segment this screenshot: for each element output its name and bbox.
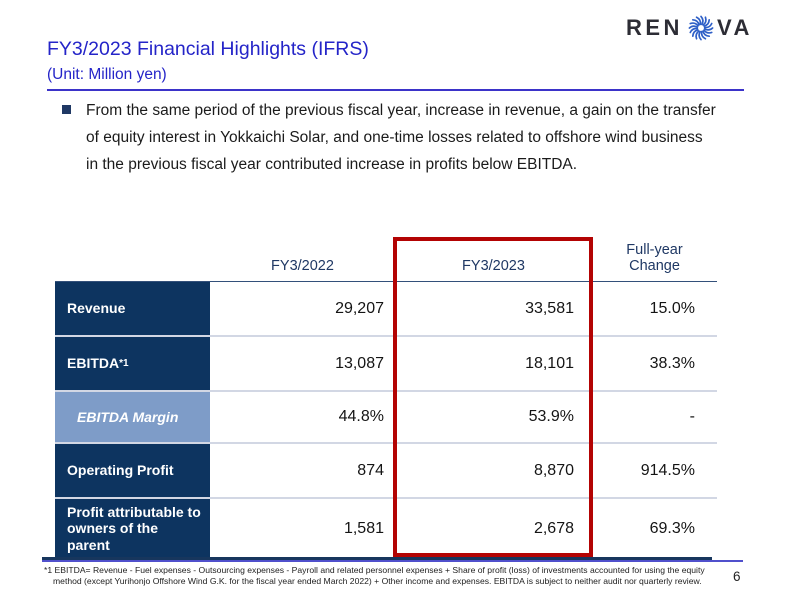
- row-label-text: EBITDA Margin: [77, 408, 179, 425]
- cell-change: -: [592, 392, 717, 442]
- table-row-ebitda: EBITDA *1 13,087 18,101 38.3%: [55, 335, 717, 390]
- cell-fy2022: 874: [210, 444, 395, 497]
- cell-fy2023: 33,581: [395, 282, 592, 335]
- row-label-text: Operating Profit: [67, 462, 174, 479]
- footer-rule-blue: [42, 560, 743, 562]
- renova-logo: REN VA: [626, 13, 753, 43]
- title-underline-rule: [47, 89, 744, 91]
- header-cell-fy2022: FY3/2022: [210, 238, 395, 282]
- cell-fy2022: 29,207: [210, 282, 395, 335]
- row-label: Revenue: [55, 282, 210, 335]
- footer-rule-navy: [42, 557, 712, 560]
- cell-fy2023: 18,101: [395, 337, 592, 390]
- summary-text: From the same period of the previous fis…: [86, 102, 716, 173]
- table-row-ebitda-margin: EBITDA Margin 44.8% 53.9% -: [55, 390, 717, 442]
- table-row-profit-attributable: Profit attributable to owners of the par…: [55, 497, 717, 558]
- summary-bullet-row: From the same period of the previous fis…: [62, 97, 718, 178]
- header-cell-fy2023: FY3/2023: [395, 238, 592, 282]
- row-label: Operating Profit: [55, 444, 210, 497]
- logo-text-right: VA: [716, 15, 753, 40]
- header-cell-change-label: Full-year Change: [626, 242, 683, 274]
- cell-fy2023: 53.9%: [395, 392, 592, 442]
- financial-table: FY3/2022 FY3/2023 Full-year Change Reven…: [55, 238, 717, 558]
- table-row-revenue: Revenue 29,207 33,581 15.0%: [55, 282, 717, 335]
- row-label: Profit attributable to owners of the par…: [55, 499, 210, 558]
- row-label-text: Profit attributable to owners of the par…: [67, 503, 201, 553]
- table-row-operating-profit: Operating Profit 874 8,870 914.5%: [55, 442, 717, 497]
- page-number: 6: [733, 569, 741, 584]
- footnote: *1 EBITDA= Revenue - Fuel expenses - Out…: [44, 565, 705, 586]
- unit-label: (Unit: Million yen): [47, 66, 167, 83]
- cell-change: 914.5%: [592, 444, 717, 497]
- cell-fy2023: 8,870: [395, 444, 592, 497]
- cell-fy2023: 2,678: [395, 499, 592, 558]
- logo-text-left: REN: [626, 15, 683, 40]
- table-header-row: FY3/2022 FY3/2023 Full-year Change: [55, 238, 717, 282]
- cell-change: 69.3%: [592, 499, 717, 558]
- bullet-square-icon: [62, 105, 71, 114]
- cell-fy2022: 44.8%: [210, 392, 395, 442]
- page-title: FY3/2023 Financial Highlights (IFRS): [47, 38, 369, 60]
- cell-change: 15.0%: [592, 282, 717, 335]
- cell-fy2022: 13,087: [210, 337, 395, 390]
- header-cell-empty: [55, 238, 210, 282]
- row-label-text: Revenue: [67, 300, 126, 317]
- row-label: EBITDA *1: [55, 337, 210, 390]
- row-label-text: EBITDA: [67, 355, 120, 372]
- cell-change: 38.3%: [592, 337, 717, 390]
- header-cell-change: Full-year Change: [592, 238, 717, 282]
- row-label: EBITDA Margin: [55, 392, 210, 442]
- pinwheel-icon: [688, 15, 714, 41]
- cell-fy2022: 1,581: [210, 499, 395, 558]
